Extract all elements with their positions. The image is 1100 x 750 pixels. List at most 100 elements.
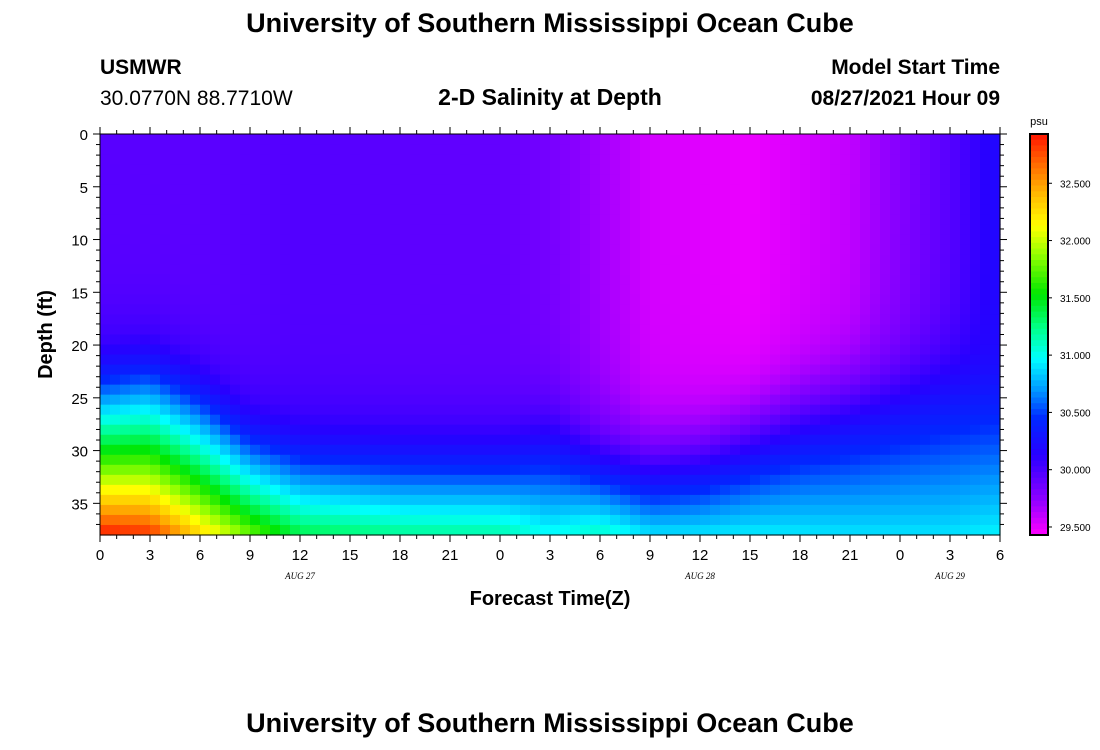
- heatmap-cell: [800, 214, 811, 225]
- heatmap-cell: [160, 344, 171, 356]
- heatmap-cell: [650, 224, 661, 235]
- x-tick-label: 12: [292, 547, 309, 564]
- heatmap-cell: [830, 344, 841, 356]
- heatmap-cell: [950, 514, 961, 526]
- heatmap-cell: [920, 364, 931, 376]
- heatmap-cell: [900, 254, 911, 265]
- heatmap-cell: [930, 454, 941, 466]
- heatmap-cell: [800, 254, 811, 265]
- heatmap-cell: [670, 214, 681, 225]
- heatmap-cell: [350, 164, 361, 175]
- heatmap-cell: [680, 424, 691, 436]
- heatmap-cell: [900, 184, 911, 195]
- heatmap-cell: [320, 254, 331, 265]
- heatmap-cell: [450, 174, 461, 185]
- heatmap-cell: [250, 424, 261, 436]
- heatmap-cell: [170, 374, 181, 386]
- heatmap-cell: [340, 254, 351, 265]
- heatmap-cell: [130, 464, 141, 476]
- heatmap-cell: [280, 274, 291, 285]
- heatmap-cell: [900, 344, 911, 356]
- heatmap-cell: [720, 524, 731, 536]
- heatmap-cell: [680, 154, 691, 165]
- heatmap-cell: [100, 344, 111, 356]
- heatmap-cell: [210, 134, 221, 145]
- heatmap-cell: [480, 364, 491, 376]
- heatmap-cell: [590, 434, 601, 446]
- heatmap-cell: [320, 264, 331, 275]
- heatmap-cell: [860, 364, 871, 376]
- heatmap-cell: [220, 174, 231, 185]
- heatmap-cell: [440, 284, 451, 296]
- heatmap-cell: [580, 224, 591, 235]
- heatmap-cell: [900, 454, 911, 466]
- heatmap-cell: [110, 384, 121, 396]
- heatmap-cell: [270, 224, 281, 235]
- heatmap-cell: [380, 414, 391, 426]
- heatmap-cell: [630, 474, 641, 486]
- heatmap-cell: [460, 464, 471, 476]
- heatmap-cell: [620, 284, 631, 296]
- heatmap-cell: [300, 304, 311, 316]
- heatmap-cell: [640, 354, 651, 366]
- heatmap-cell: [180, 414, 191, 426]
- heatmap-cell: [390, 414, 401, 426]
- heatmap-cell: [240, 504, 251, 516]
- heatmap-cell: [470, 414, 481, 426]
- heatmap-cell: [170, 344, 181, 356]
- heatmap-cell: [210, 394, 221, 406]
- heatmap-cell: [520, 454, 531, 466]
- heatmap-cell: [470, 354, 481, 366]
- heatmap-cell: [690, 454, 701, 466]
- heatmap-cell: [930, 284, 941, 296]
- heatmap-cell: [680, 474, 691, 486]
- heatmap-cell: [570, 524, 581, 536]
- heatmap-cell: [960, 384, 971, 396]
- heatmap-cell: [350, 254, 361, 265]
- heatmap-cell: [120, 354, 131, 366]
- heatmap-cell: [960, 404, 971, 416]
- heatmap-cell: [400, 314, 411, 326]
- heatmap-cell: [530, 434, 541, 446]
- heatmap-cell: [200, 394, 211, 406]
- heatmap-cell: [990, 184, 1001, 195]
- heatmap-cell: [160, 404, 171, 416]
- heatmap-cell: [540, 314, 551, 326]
- heatmap-cell: [800, 334, 811, 346]
- y-tick-label: 15: [71, 285, 88, 302]
- heatmap-cell: [530, 494, 541, 506]
- heatmap-cell: [670, 314, 681, 326]
- heatmap-cell: [370, 454, 381, 466]
- heatmap-cell: [710, 514, 721, 526]
- heatmap-cell: [820, 174, 831, 185]
- heatmap-cell: [240, 354, 251, 366]
- colorbar-segment: [1030, 214, 1048, 221]
- heatmap-cell: [940, 434, 951, 446]
- heatmap-cell: [540, 234, 551, 245]
- heatmap-cell: [550, 384, 561, 396]
- heatmap-cell: [590, 444, 601, 456]
- heatmap-cell: [730, 414, 741, 426]
- heatmap-cell: [520, 204, 531, 215]
- heatmap-cell: [550, 464, 561, 476]
- heatmap-cell: [610, 134, 621, 145]
- heatmap-cell: [370, 424, 381, 436]
- heatmap-cell: [230, 484, 241, 496]
- heatmap-cell: [100, 494, 111, 506]
- heatmap-cell: [750, 394, 761, 406]
- heatmap-cell: [340, 514, 351, 526]
- heatmap-cell: [150, 374, 161, 386]
- heatmap-cell: [580, 354, 591, 366]
- heatmap-cell: [340, 494, 351, 506]
- heatmap-cell: [570, 144, 581, 155]
- heatmap-cell: [570, 404, 581, 416]
- heatmap-cell: [280, 324, 291, 336]
- heatmap-cell: [800, 364, 811, 376]
- heatmap-cell: [660, 224, 671, 235]
- heatmap-cell: [900, 464, 911, 476]
- heatmap-cell: [620, 314, 631, 326]
- heatmap-cell: [490, 464, 501, 476]
- heatmap-cell: [410, 304, 421, 316]
- heatmap-cell: [820, 334, 831, 346]
- heatmap-cell: [800, 234, 811, 245]
